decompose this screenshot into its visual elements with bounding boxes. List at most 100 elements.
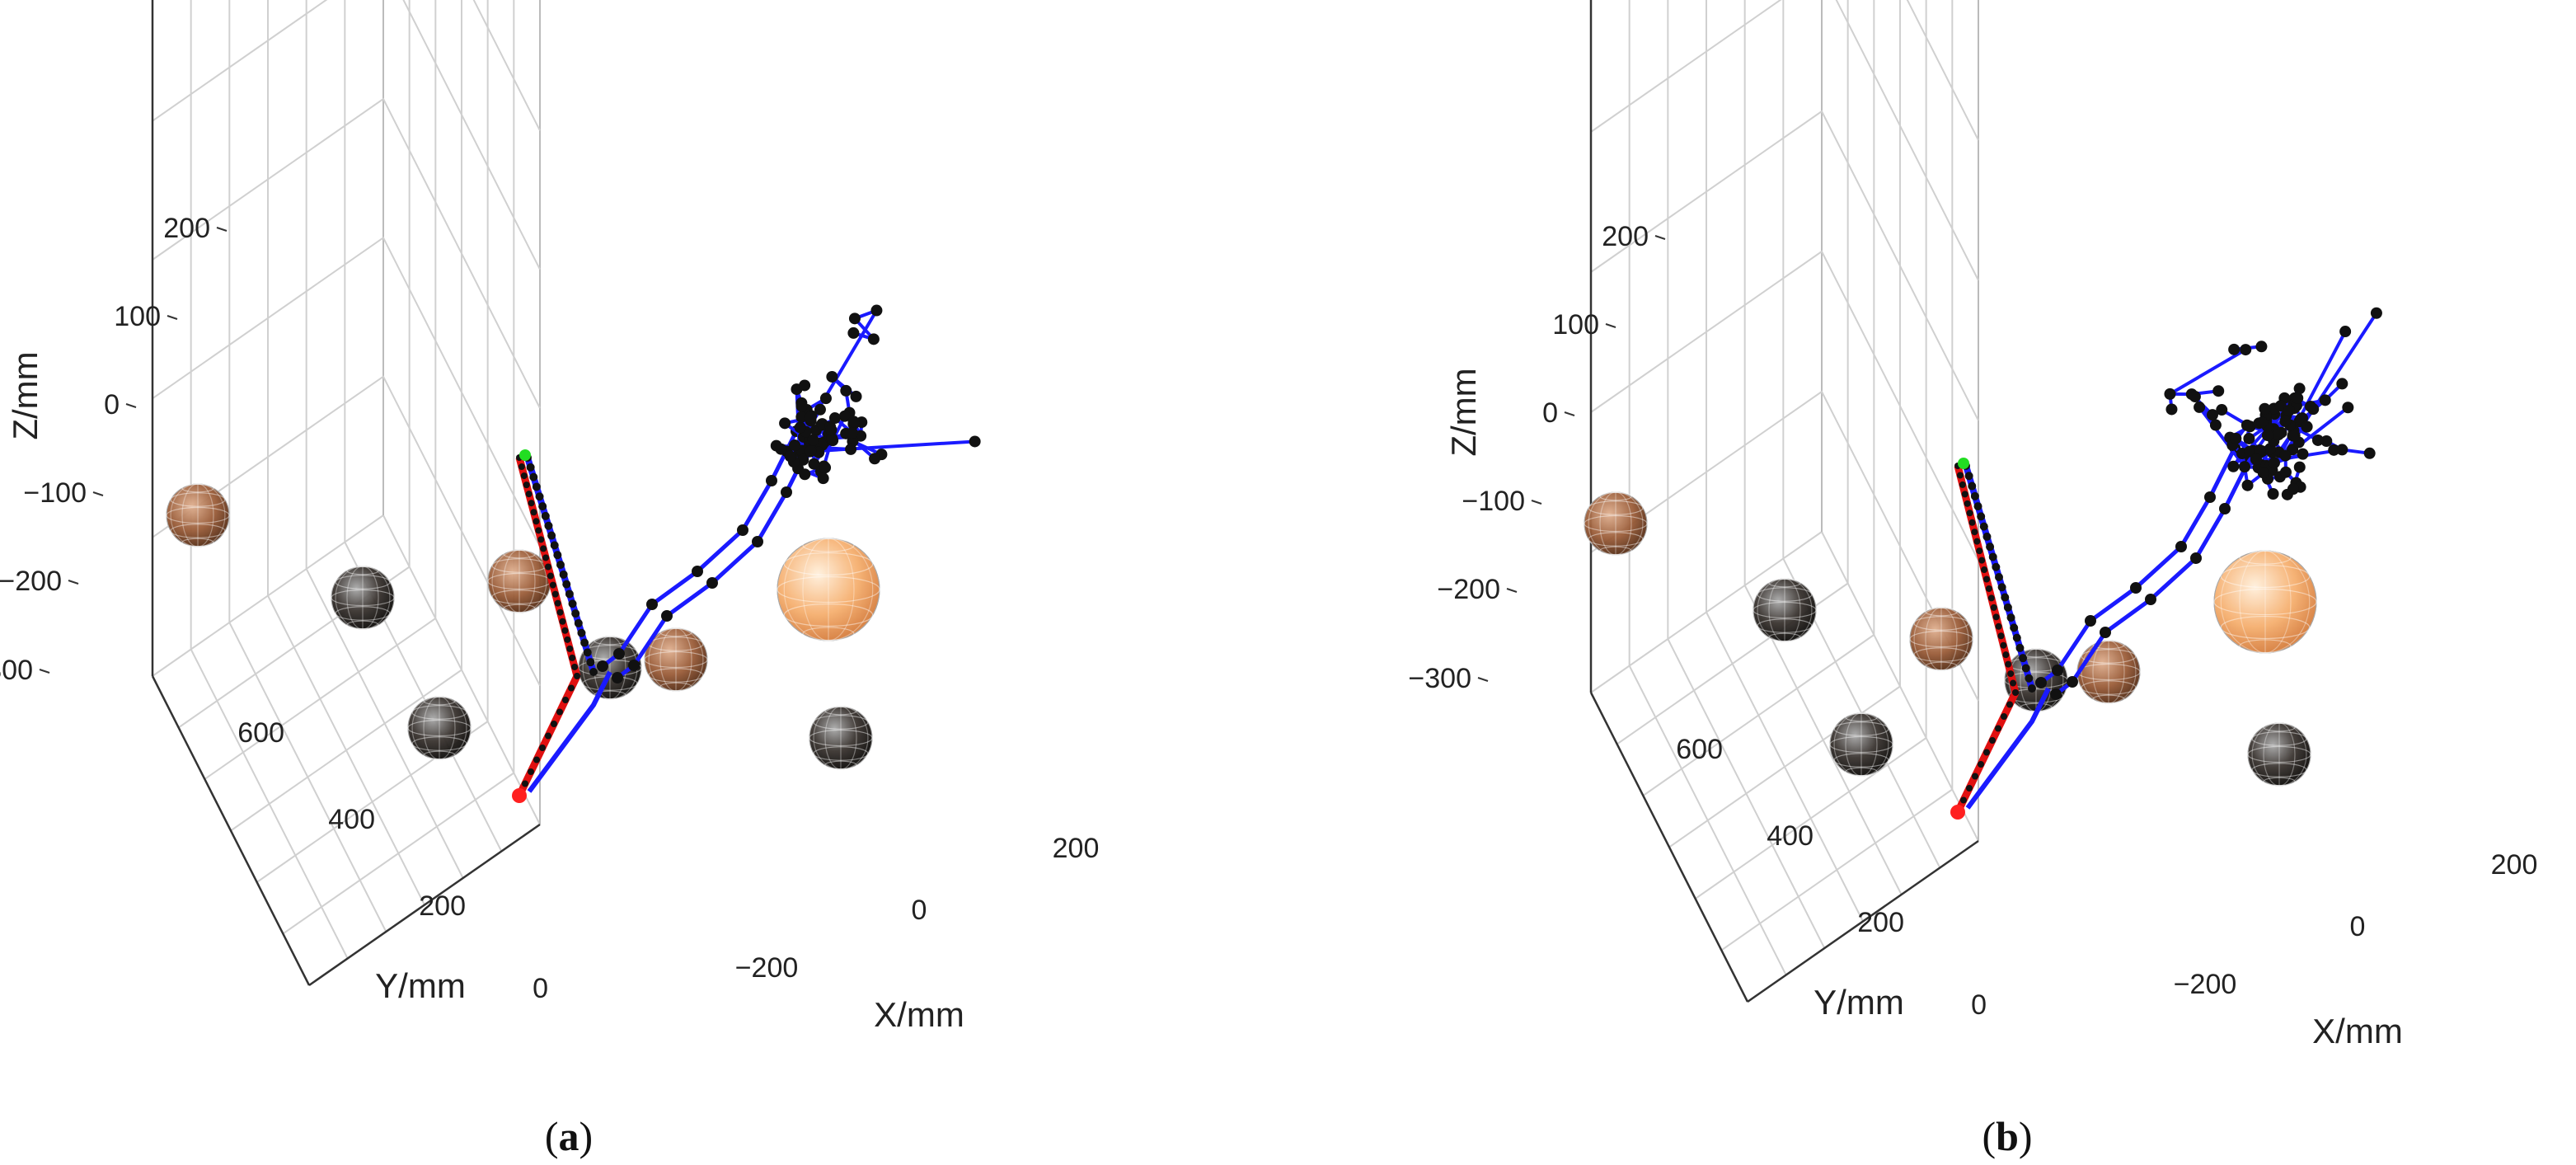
tree-node [2342, 402, 2354, 414]
z-tick-mark [125, 403, 137, 408]
tree-node [1979, 522, 1988, 531]
tree-node [2015, 643, 2025, 652]
tree-node [2130, 582, 2142, 594]
path-waypoint [1960, 796, 1967, 804]
tree-node [2100, 627, 2111, 638]
tree-node [1988, 552, 1997, 561]
tree-node [574, 618, 583, 627]
goal-point [1950, 805, 1965, 820]
tree-node [845, 443, 857, 455]
tree-node [869, 453, 881, 465]
path-waypoint [566, 645, 574, 652]
path-waypoint [556, 708, 563, 716]
y-tick-label: 200 [1857, 907, 1904, 938]
wall-grid-line [1590, 250, 1979, 561]
tree-node [706, 577, 718, 589]
path-waypoint [561, 627, 569, 634]
tree-node [2230, 432, 2242, 444]
z-tick-label: −200 [1437, 574, 1500, 605]
path-waypoint [1990, 604, 1997, 611]
start-point [519, 449, 531, 461]
path-waypoint [1968, 519, 1976, 526]
tree-node [789, 439, 801, 452]
path-waypoint [530, 509, 537, 516]
tree-node [586, 658, 595, 667]
caption-a: (a) [545, 1113, 593, 1159]
obstacle-sphere [1753, 578, 1817, 642]
z-tick-label: 0 [104, 389, 120, 420]
tree-node [799, 468, 811, 481]
path-waypoint [547, 572, 554, 580]
obstacle-sphere [407, 696, 472, 760]
tree-node [2301, 420, 2313, 433]
tree-node [2189, 391, 2201, 403]
tree-node [2206, 409, 2218, 421]
path-waypoint [522, 780, 528, 787]
tree-node [2228, 343, 2241, 355]
tree-node [612, 672, 623, 683]
path-waypoint [1961, 491, 1968, 498]
tree-node [2243, 432, 2255, 444]
path-waypoint [2010, 679, 2017, 687]
grid-b [1589, 0, 1979, 1003]
tree-node [2175, 541, 2187, 552]
wall-grid-line [1590, 0, 1979, 281]
x-tick-label: 200 [1053, 833, 1100, 864]
tree-node [544, 521, 553, 530]
tree-node [807, 434, 819, 446]
tree-node [562, 580, 571, 589]
path-waypoint [1983, 749, 1990, 756]
tree-node [2287, 483, 2299, 496]
tree-node [867, 333, 880, 345]
tree-branch [2039, 446, 2237, 684]
tree-node [784, 450, 796, 463]
path-waypoint [1985, 585, 1992, 592]
tree-node [848, 312, 861, 325]
path-waypoint [569, 654, 576, 661]
tree-node [628, 660, 640, 671]
obstacles-a [166, 483, 880, 770]
tree-node [2241, 419, 2253, 431]
tree-node [1973, 502, 1982, 511]
tree-node [2273, 429, 2285, 441]
tree-node [2336, 378, 2348, 390]
tree-node [2165, 403, 2178, 416]
tree-node [583, 648, 592, 657]
path-waypoint [2007, 670, 2015, 678]
tree-node [1977, 512, 1986, 521]
y-tick-label: 600 [237, 717, 284, 749]
obstacle-sphere [2247, 722, 2311, 787]
path-waypoint [528, 500, 535, 507]
obstacle-sphere [1909, 607, 1973, 671]
tree-node [819, 462, 832, 474]
tree-node [559, 570, 568, 579]
path-waypoint [562, 697, 569, 703]
tree-node [779, 417, 791, 430]
tree-node [846, 427, 858, 439]
y-tick-label: 0 [1971, 989, 1987, 1021]
y-tick-label: 600 [1676, 734, 1723, 765]
tree-node [969, 435, 981, 448]
x-tick-label: −200 [735, 952, 799, 984]
path-waypoint [1976, 547, 1983, 555]
path-waypoint [551, 590, 559, 598]
tree-node [752, 536, 763, 547]
axis-labels-a: 200 100 0 −100 −200 −300 −200 0 200 0 200 400 600 X/m… [0, 213, 1099, 1034]
tree-node [2311, 434, 2324, 446]
z-tick-mark [1531, 500, 1542, 505]
z-tick-label: 100 [114, 301, 161, 332]
tree-node [2244, 445, 2256, 458]
tree-node [2293, 461, 2306, 473]
path-waypoint [549, 581, 556, 589]
path-waypoint [1997, 632, 2005, 640]
tree-node [2292, 392, 2304, 404]
tree-node [2283, 404, 2295, 416]
z-tick-label: −300 [0, 655, 33, 686]
tree-node [2259, 402, 2271, 415]
tree-node [550, 541, 559, 550]
tree-node [2067, 676, 2078, 688]
obstacle-sphere [2213, 550, 2317, 654]
tree-node [1986, 543, 1995, 552]
tree-node [2006, 613, 2015, 622]
